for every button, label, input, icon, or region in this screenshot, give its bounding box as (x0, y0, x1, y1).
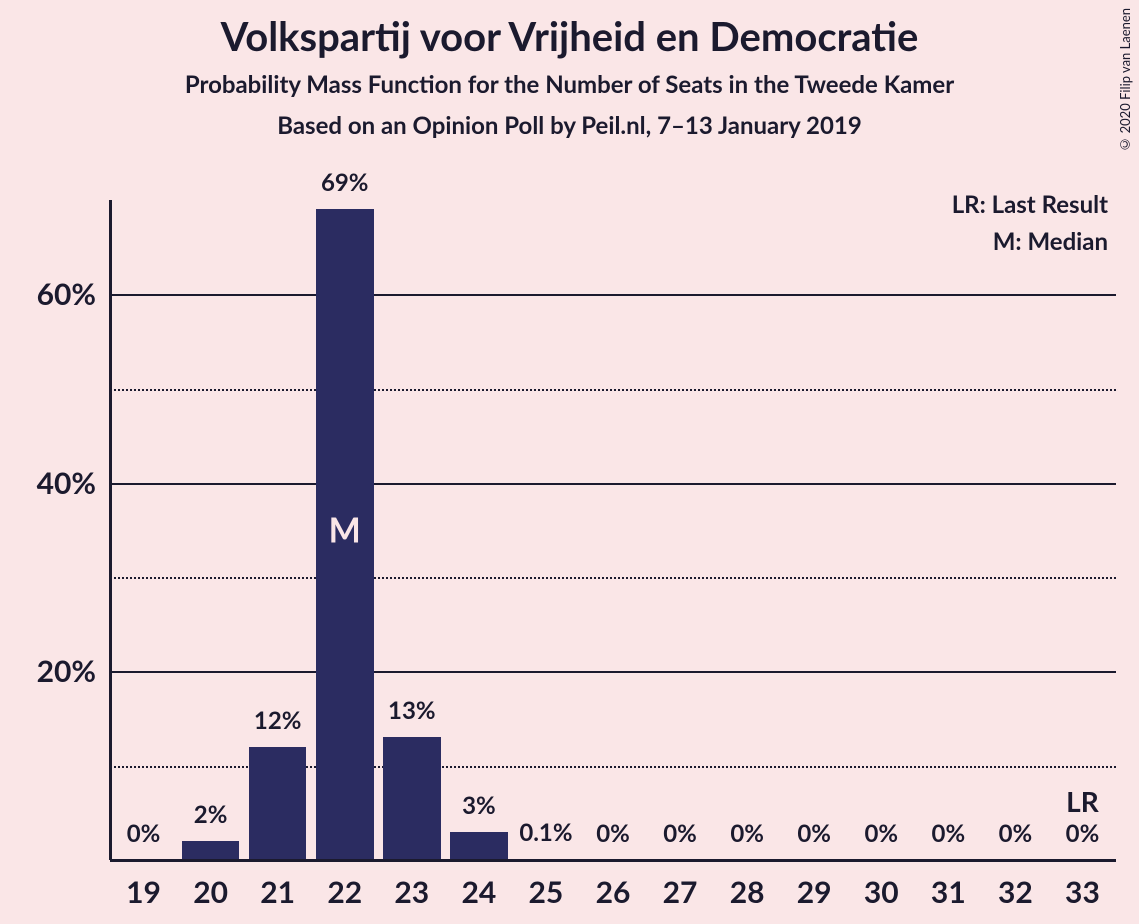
bar-value-label: 0% (797, 819, 831, 848)
legend-m: M: Median (952, 227, 1108, 256)
y-axis-line (109, 200, 112, 860)
x-axis-tick-label: 30 (864, 874, 899, 910)
x-axis-tick-label: 22 (327, 874, 362, 910)
x-axis-tick-label: 19 (126, 874, 161, 910)
copyright-label: © 2020 Filip van Laenen (1117, 8, 1133, 153)
bar (249, 747, 307, 860)
bar-value-label: 0% (127, 819, 161, 848)
bar-value-label: 0% (1066, 819, 1100, 848)
x-axis-tick-label: 23 (394, 874, 429, 910)
bar (450, 832, 508, 860)
legend: LR: Last Result M: Median (952, 190, 1108, 264)
bar-value-label: 0% (932, 819, 966, 848)
x-axis-tick-label: 20 (193, 874, 228, 910)
bar (383, 737, 441, 860)
x-axis-tick-label: 33 (1065, 874, 1100, 910)
bar-value-label: 0% (999, 819, 1033, 848)
titles-block: Volkspartij voor Vrijheid en Democratie … (0, 8, 1139, 140)
chart-container: Volkspartij voor Vrijheid en Democratie … (0, 0, 1139, 924)
grid-major-line (110, 483, 1116, 485)
chart-subtitle-2: Based on an Opinion Poll by Peil.nl, 7–1… (0, 111, 1139, 140)
bar-value-label: 0% (730, 819, 764, 848)
grid-major-line (110, 294, 1116, 296)
bar-value-label: 2% (194, 800, 228, 829)
x-axis-tick-label: 24 (461, 874, 496, 910)
x-axis-line (110, 859, 1116, 862)
y-axis-tick-label: 40% (37, 465, 96, 501)
x-axis-tick-label: 32 (998, 874, 1033, 910)
x-axis-tick-label: 27 (663, 874, 698, 910)
x-axis-tick-label: 31 (931, 874, 966, 910)
legend-lr: LR: Last Result (952, 190, 1108, 219)
last-result-marker: LR (1066, 784, 1099, 818)
bar-value-label: 12% (254, 706, 302, 735)
x-axis-tick-label: 25 (529, 874, 564, 910)
bar (182, 841, 240, 860)
x-axis-tick-label: 28 (730, 874, 765, 910)
bar-value-label: 69% (321, 168, 369, 197)
x-axis-tick-label: 21 (260, 874, 295, 910)
grid-minor-line (110, 577, 1116, 579)
x-axis-tick-label: 29 (797, 874, 832, 910)
bar-value-label: 0% (663, 819, 697, 848)
bar-value-label: 0% (864, 819, 898, 848)
bar-value-label: 0.1% (519, 818, 572, 847)
y-axis-tick-label: 60% (37, 276, 96, 312)
plot-area: LR: Last Result M: Median 20%40%60%0%192… (110, 200, 1116, 860)
bar-value-label: 13% (388, 696, 436, 725)
grid-minor-line (110, 389, 1116, 391)
grid-major-line (110, 671, 1116, 673)
bar-value-label: 0% (596, 819, 630, 848)
y-axis-tick-label: 20% (37, 653, 96, 689)
bar-value-label: 3% (462, 791, 496, 820)
x-axis-tick-label: 26 (596, 874, 631, 910)
chart-subtitle-1: Probability Mass Function for the Number… (0, 70, 1139, 99)
chart-title: Volkspartij voor Vrijheid en Democratie (0, 12, 1139, 60)
median-marker: M (329, 510, 361, 551)
